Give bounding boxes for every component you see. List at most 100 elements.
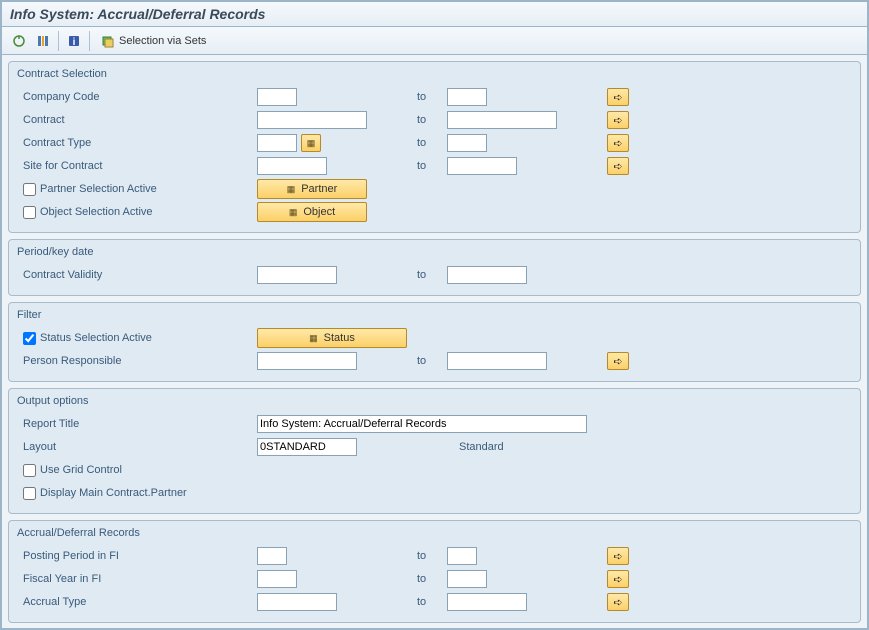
- label-posting-period: Posting Period in FI: [17, 550, 257, 562]
- status-button-label: Status: [324, 332, 355, 344]
- to-label: to: [407, 114, 447, 126]
- contract-type-f4-button[interactable]: ▦: [301, 134, 321, 152]
- label-contract-type: Contract Type: [17, 137, 257, 149]
- site-multi-button[interactable]: ➪: [607, 157, 629, 175]
- group-title: Output options: [17, 393, 852, 413]
- accrual-type-from-input[interactable]: [257, 593, 337, 611]
- row-partner-selection: Partner Selection Active ▦ Partner: [17, 178, 852, 200]
- row-person-responsible: Person Responsible to ➪: [17, 350, 852, 372]
- label-accrual-type: Accrual Type: [17, 596, 257, 608]
- to-label: to: [407, 91, 447, 103]
- row-company-code: Company Code to ➪: [17, 86, 852, 108]
- group-accrual: Accrual/Deferral Records Posting Period …: [8, 520, 861, 623]
- validity-from-input[interactable]: [257, 266, 337, 284]
- label-display-main-partner: Display Main Contract.Partner: [40, 487, 187, 499]
- main-window: Info System: Accrual/Deferral Records i …: [0, 0, 869, 630]
- row-object-selection: Object Selection Active ▦ Object: [17, 201, 852, 223]
- label-contract: Contract: [17, 114, 257, 126]
- posting-period-multi-button[interactable]: ➪: [607, 547, 629, 565]
- selection-via-sets-label: Selection via Sets: [119, 35, 206, 47]
- to-label: to: [407, 137, 447, 149]
- label-site-for-contract: Site for Contract: [17, 160, 257, 172]
- contract-type-to-input[interactable]: [447, 134, 487, 152]
- accrual-type-multi-button[interactable]: ➪: [607, 593, 629, 611]
- status-button[interactable]: ▦ Status: [257, 328, 407, 348]
- to-label: to: [407, 269, 447, 281]
- row-contract: Contract to ➪: [17, 109, 852, 131]
- fiscal-year-to-input[interactable]: [447, 570, 487, 588]
- toolbar-separator: [89, 31, 90, 51]
- contract-type-from-input[interactable]: [257, 134, 297, 152]
- contract-type-multi-button[interactable]: ➪: [607, 134, 629, 152]
- row-display-main-partner: Display Main Contract.Partner: [17, 482, 852, 504]
- posting-period-from-input[interactable]: [257, 547, 287, 565]
- row-site-for-contract: Site for Contract to ➪: [17, 155, 852, 177]
- site-to-input[interactable]: [447, 157, 517, 175]
- row-contract-validity: Contract Validity to: [17, 264, 852, 286]
- to-label: to: [407, 550, 447, 562]
- execute-icon[interactable]: [8, 30, 30, 52]
- label-status-selection: Status Selection Active: [40, 332, 152, 344]
- label-report-title: Report Title: [17, 418, 257, 430]
- to-label: to: [407, 160, 447, 172]
- accrual-type-to-input[interactable]: [447, 593, 527, 611]
- group-title: Filter: [17, 307, 852, 327]
- report-title-input[interactable]: [257, 415, 587, 433]
- info-icon[interactable]: i: [63, 30, 85, 52]
- site-from-input[interactable]: [257, 157, 327, 175]
- contract-multi-button[interactable]: ➪: [607, 111, 629, 129]
- label-layout: Layout: [17, 441, 257, 453]
- label-person-responsible: Person Responsible: [17, 355, 257, 367]
- to-label: to: [407, 573, 447, 585]
- posting-period-to-input[interactable]: [447, 547, 477, 565]
- expand-icon: ▦: [287, 184, 296, 195]
- variant-icon[interactable]: [32, 30, 54, 52]
- group-output: Output options Report Title Layout Stand…: [8, 388, 861, 514]
- row-layout: Layout Standard: [17, 436, 852, 458]
- group-title: Contract Selection: [17, 66, 852, 86]
- label-partner-selection: Partner Selection Active: [40, 183, 157, 195]
- group-period: Period/key date Contract Validity to: [8, 239, 861, 296]
- person-to-input[interactable]: [447, 352, 547, 370]
- object-selection-checkbox[interactable]: [23, 206, 36, 219]
- label-object-selection: Object Selection Active: [40, 206, 153, 218]
- group-title: Accrual/Deferral Records: [17, 525, 852, 545]
- svg-text:i: i: [73, 37, 76, 48]
- to-label: to: [407, 355, 447, 367]
- label-contract-validity: Contract Validity: [17, 269, 257, 281]
- fiscal-year-from-input[interactable]: [257, 570, 297, 588]
- row-report-title: Report Title: [17, 413, 852, 435]
- partner-button[interactable]: ▦ Partner: [257, 179, 367, 199]
- label-company-code: Company Code: [17, 91, 257, 103]
- row-posting-period: Posting Period in FI to ➪: [17, 545, 852, 567]
- status-selection-checkbox[interactable]: [23, 332, 36, 345]
- group-title: Period/key date: [17, 244, 852, 264]
- row-accrual-type: Accrual Type to ➪: [17, 591, 852, 613]
- object-button-label: Object: [303, 206, 335, 218]
- label-use-grid: Use Grid Control: [40, 464, 122, 476]
- selection-via-sets-button[interactable]: Selection via Sets: [94, 30, 213, 52]
- company-code-from-input[interactable]: [257, 88, 297, 106]
- content-area: © www.tutorialkart.com Contract Selectio…: [2, 55, 867, 629]
- contract-from-input[interactable]: [257, 111, 367, 129]
- group-contract-selection: Contract Selection Company Code to ➪ Con…: [8, 61, 861, 233]
- layout-input[interactable]: [257, 438, 357, 456]
- person-multi-button[interactable]: ➪: [607, 352, 629, 370]
- row-contract-type: Contract Type ▦ to ➪: [17, 132, 852, 154]
- display-main-partner-checkbox[interactable]: [23, 487, 36, 500]
- use-grid-checkbox[interactable]: [23, 464, 36, 477]
- row-use-grid: Use Grid Control: [17, 459, 852, 481]
- person-from-input[interactable]: [257, 352, 357, 370]
- layout-text: Standard: [447, 441, 504, 453]
- company-code-multi-button[interactable]: ➪: [607, 88, 629, 106]
- toolbar-separator: [58, 31, 59, 51]
- partner-selection-checkbox[interactable]: [23, 183, 36, 196]
- object-button[interactable]: ▦ Object: [257, 202, 367, 222]
- expand-icon: ▦: [309, 333, 318, 344]
- row-fiscal-year: Fiscal Year in FI to ➪: [17, 568, 852, 590]
- company-code-to-input[interactable]: [447, 88, 487, 106]
- expand-icon: ▦: [289, 207, 298, 218]
- validity-to-input[interactable]: [447, 266, 527, 284]
- contract-to-input[interactable]: [447, 111, 557, 129]
- fiscal-year-multi-button[interactable]: ➪: [607, 570, 629, 588]
